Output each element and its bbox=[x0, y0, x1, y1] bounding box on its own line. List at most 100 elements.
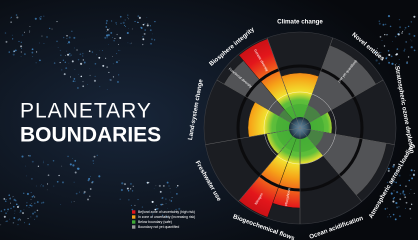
light-dot bbox=[37, 210, 39, 212]
light-dot bbox=[58, 47, 59, 48]
light-dot bbox=[73, 37, 75, 39]
light-dot bbox=[392, 166, 394, 168]
light-dot bbox=[76, 193, 78, 195]
light-dot bbox=[53, 160, 55, 162]
light-dot bbox=[123, 22, 125, 24]
light-dot bbox=[60, 50, 61, 51]
light-dot bbox=[378, 63, 380, 65]
light-dot bbox=[154, 21, 155, 22]
light-dot bbox=[121, 189, 123, 191]
light-dot bbox=[139, 17, 141, 19]
light-dot bbox=[411, 21, 412, 22]
light-dot bbox=[142, 44, 143, 45]
light-dot bbox=[29, 223, 30, 224]
light-dot bbox=[394, 197, 395, 198]
light-dot bbox=[70, 56, 71, 57]
light-dot bbox=[414, 170, 415, 171]
light-dot bbox=[35, 18, 37, 20]
light-dot bbox=[32, 56, 33, 57]
light-dot bbox=[65, 62, 66, 63]
title-line-2: BOUNDARIES bbox=[20, 124, 161, 147]
light-dot bbox=[413, 16, 415, 18]
light-dot bbox=[113, 63, 114, 64]
light-dot bbox=[79, 192, 80, 193]
light-dot bbox=[28, 155, 29, 156]
light-dot bbox=[60, 204, 61, 205]
light-dot bbox=[40, 186, 41, 187]
light-dot bbox=[138, 199, 139, 200]
light-dot bbox=[160, 204, 162, 206]
light-dot bbox=[384, 34, 385, 35]
light-dot bbox=[148, 182, 149, 183]
light-dot bbox=[13, 196, 14, 197]
light-dot bbox=[150, 43, 152, 45]
light-dot bbox=[29, 32, 30, 33]
light-dot bbox=[395, 36, 397, 38]
light-dot bbox=[10, 21, 11, 22]
light-dot bbox=[92, 181, 94, 183]
light-dot bbox=[414, 193, 415, 194]
light-dot bbox=[114, 38, 115, 39]
light-dot bbox=[94, 76, 95, 77]
light-dot bbox=[69, 37, 71, 39]
light-dot bbox=[10, 208, 11, 209]
light-dot bbox=[39, 17, 40, 18]
light-dot bbox=[18, 205, 19, 206]
light-dot bbox=[405, 208, 406, 209]
light-dot bbox=[109, 28, 110, 29]
light-dot bbox=[104, 37, 106, 39]
light-dot bbox=[386, 34, 387, 35]
light-dot bbox=[61, 166, 62, 167]
light-dot bbox=[408, 26, 409, 27]
light-dot bbox=[130, 188, 131, 189]
light-dot bbox=[399, 215, 401, 217]
light-dot bbox=[383, 24, 385, 26]
light-dot bbox=[58, 175, 59, 176]
light-dot bbox=[36, 51, 37, 52]
light-dot bbox=[409, 208, 411, 210]
light-dot bbox=[39, 59, 41, 61]
light-dot bbox=[112, 37, 113, 38]
light-dot bbox=[31, 192, 32, 193]
light-dot bbox=[410, 218, 411, 219]
light-dot bbox=[142, 206, 143, 207]
light-dot bbox=[379, 23, 381, 25]
light-dot bbox=[34, 196, 35, 197]
light-dot bbox=[385, 24, 387, 26]
light-dot bbox=[409, 180, 410, 181]
light-dot bbox=[411, 177, 413, 179]
light-dot bbox=[87, 198, 89, 200]
light-dot bbox=[41, 202, 42, 203]
light-dot bbox=[11, 17, 12, 18]
light-dot bbox=[156, 185, 157, 186]
light-dot bbox=[80, 53, 82, 55]
light-dot bbox=[162, 203, 163, 204]
light-dot bbox=[15, 49, 17, 51]
light-dot bbox=[150, 29, 152, 31]
light-dot bbox=[72, 60, 74, 62]
legend-swatch bbox=[132, 210, 135, 213]
light-dot bbox=[24, 222, 25, 223]
light-dot bbox=[107, 89, 108, 90]
light-dot bbox=[81, 76, 83, 78]
light-dot bbox=[21, 212, 22, 213]
light-dot bbox=[410, 189, 411, 190]
light-dot bbox=[6, 221, 7, 222]
light-dot bbox=[165, 198, 166, 199]
legend-swatch bbox=[132, 215, 135, 218]
light-dot bbox=[144, 33, 146, 35]
light-dot bbox=[77, 87, 79, 89]
light-dot bbox=[93, 163, 94, 164]
light-dot bbox=[398, 206, 399, 207]
light-dot bbox=[397, 48, 399, 50]
light-dot bbox=[21, 48, 22, 49]
light-dot bbox=[9, 219, 10, 220]
light-dot bbox=[90, 75, 91, 76]
light-dot bbox=[142, 36, 143, 37]
light-dot bbox=[42, 202, 44, 204]
light-dot bbox=[21, 51, 22, 52]
light-dot bbox=[13, 222, 14, 223]
light-dot bbox=[20, 219, 21, 220]
light-dot bbox=[36, 215, 38, 217]
light-dot bbox=[151, 38, 153, 40]
